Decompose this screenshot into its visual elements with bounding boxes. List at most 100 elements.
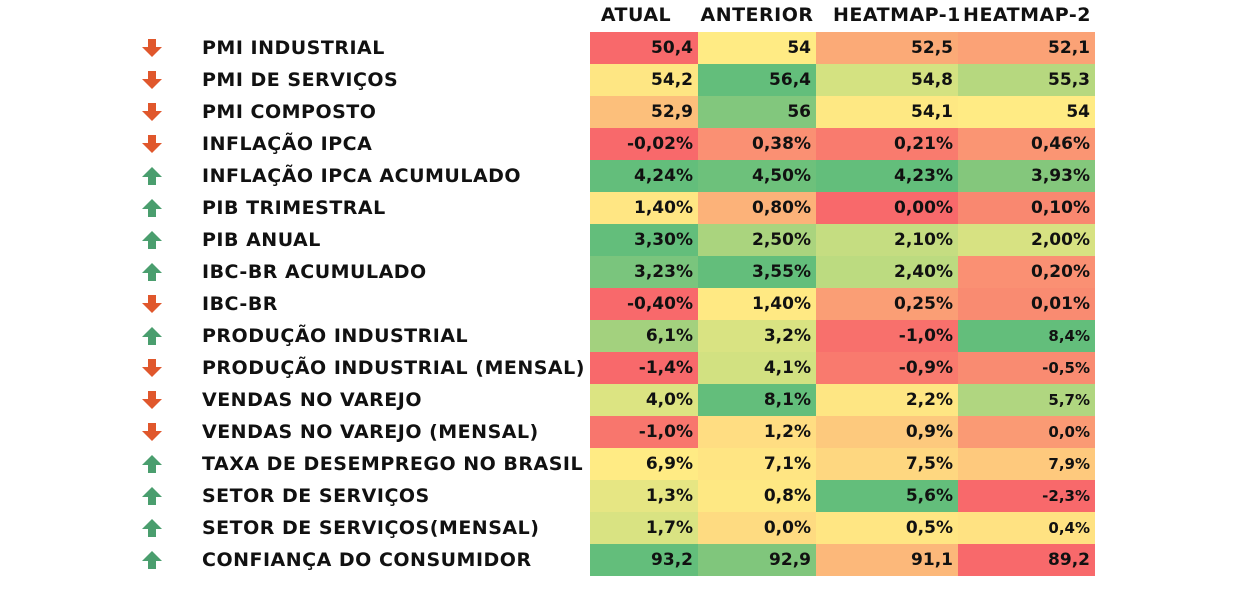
value-cell-anterior: 3,2% xyxy=(698,320,816,352)
value-cell-anterior: 54 xyxy=(698,32,816,64)
indicator-label: PMI INDUSTRIAL xyxy=(202,37,385,59)
indicator-label: SETOR DE SERVIÇOS xyxy=(202,485,430,507)
value-cell-atual: 1,3% xyxy=(590,480,698,512)
value-cell-heatmap-1: 2,10% xyxy=(816,224,958,256)
value-cell-atual: -0,02% xyxy=(590,128,698,160)
value-cell-anterior: 4,50% xyxy=(698,160,816,192)
table-row: SETOR DE SERVIÇOS(MENSAL) 1,7% 0,0% 0,5% 0,4… xyxy=(0,512,1233,544)
arrow-up-icon xyxy=(142,455,162,473)
value-cell-heatmap-1: -0,9% xyxy=(816,352,958,384)
column-header-heatmap-2: HEATMAP-2 xyxy=(963,4,1091,26)
indicator-label: PIB ANUAL xyxy=(202,229,321,251)
arrow-up-icon xyxy=(142,199,162,217)
value-cell-anterior: 3,55% xyxy=(698,256,816,288)
arrow-down-icon xyxy=(142,103,162,121)
value-cell-heatmap-1: 7,5% xyxy=(816,448,958,480)
indicator-label: PMI DE SERVIÇOS xyxy=(202,69,399,91)
value-cell-heatmap-2: -2,3% xyxy=(958,480,1095,512)
indicator-label: VENDAS NO VAREJO xyxy=(202,389,422,411)
arrow-up-icon xyxy=(142,263,162,281)
value-cell-heatmap-2: 89,2 xyxy=(958,544,1095,576)
table-row: VENDAS NO VAREJO 4,0% 8,1% 2,2% 5,7% xyxy=(0,384,1233,416)
arrow-up-icon xyxy=(142,519,162,537)
value-cell-anterior: 8,1% xyxy=(698,384,816,416)
value-cell-atual: 4,0% xyxy=(590,384,698,416)
value-cell-anterior: 1,2% xyxy=(698,416,816,448)
value-cell-heatmap-2: 7,9% xyxy=(958,448,1095,480)
indicator-label: IBC-BR xyxy=(202,293,278,315)
value-cell-atual: 6,1% xyxy=(590,320,698,352)
value-cell-heatmap-2: 0,4% xyxy=(958,512,1095,544)
value-cell-heatmap-1: 2,40% xyxy=(816,256,958,288)
value-cell-heatmap-2: 3,93% xyxy=(958,160,1095,192)
arrow-down-icon xyxy=(142,295,162,313)
value-cell-heatmap-2: 55,3 xyxy=(958,64,1095,96)
value-cell-heatmap-1: 4,23% xyxy=(816,160,958,192)
indicator-label: INFLAÇÃO IPCA ACUMULADO xyxy=(202,165,522,187)
value-cell-heatmap-2: -0,5% xyxy=(958,352,1095,384)
value-cell-heatmap-1: -1,0% xyxy=(816,320,958,352)
value-cell-anterior: 1,40% xyxy=(698,288,816,320)
table-row: INFLAÇÃO IPCA -0,02% 0,38% 0,21% 0,46% xyxy=(0,128,1233,160)
value-cell-heatmap-1: 2,2% xyxy=(816,384,958,416)
arrow-up-icon xyxy=(142,551,162,569)
value-cell-heatmap-1: 54,1 xyxy=(816,96,958,128)
value-cell-heatmap-1: 5,6% xyxy=(816,480,958,512)
value-cell-anterior: 0,8% xyxy=(698,480,816,512)
value-cell-heatmap-2: 0,20% xyxy=(958,256,1095,288)
arrow-down-icon xyxy=(142,71,162,89)
indicator-label: TAXA DE DESEMPREGO NO BRASIL xyxy=(202,453,584,475)
value-cell-anterior: 0,38% xyxy=(698,128,816,160)
table-row: INFLAÇÃO IPCA ACUMULADO 4,24% 4,50% 4,23% 3,… xyxy=(0,160,1233,192)
value-cell-heatmap-1: 0,21% xyxy=(816,128,958,160)
value-cell-atual: 93,2 xyxy=(590,544,698,576)
table-row: CONFIANÇA DO CONSUMIDOR 93,2 92,9 91,1 89,2 xyxy=(0,544,1233,576)
value-cell-heatmap-2: 54 xyxy=(958,96,1095,128)
value-cell-anterior: 56,4 xyxy=(698,64,816,96)
table-row: PRODUÇÃO INDUSTRIAL 6,1% 3,2% -1,0% 8,4% xyxy=(0,320,1233,352)
column-header-anterior: ANTERIOR xyxy=(700,4,814,26)
value-cell-atual: 6,9% xyxy=(590,448,698,480)
table-row: TAXA DE DESEMPREGO NO BRASIL 6,9% 7,1% 7,5%… xyxy=(0,448,1233,480)
indicator-label: VENDAS NO VAREJO (MENSAL) xyxy=(202,421,539,443)
value-cell-heatmap-1: 91,1 xyxy=(816,544,958,576)
column-header-atual: ATUAL xyxy=(600,4,672,26)
arrow-up-icon xyxy=(142,231,162,249)
value-cell-atual: -0,40% xyxy=(590,288,698,320)
value-cell-atual: 52,9 xyxy=(590,96,698,128)
value-cell-atual: 3,30% xyxy=(590,224,698,256)
arrow-down-icon xyxy=(142,391,162,409)
value-cell-heatmap-1: 0,9% xyxy=(816,416,958,448)
table-row: VENDAS NO VAREJO (MENSAL) -1,0% 1,2% 0,9% 0,… xyxy=(0,416,1233,448)
value-cell-anterior: 56 xyxy=(698,96,816,128)
table-row: SETOR DE SERVIÇOS 1,3% 0,8% 5,6% -2,3% xyxy=(0,480,1233,512)
value-cell-atual: 3,23% xyxy=(590,256,698,288)
value-cell-anterior: 4,1% xyxy=(698,352,816,384)
value-cell-heatmap-2: 0,46% xyxy=(958,128,1095,160)
table-row: IBC-BR ACUMULADO 3,23% 3,55% 2,40% 0,20% xyxy=(0,256,1233,288)
value-cell-heatmap-2: 5,7% xyxy=(958,384,1095,416)
indicator-label: PRODUÇÃO INDUSTRIAL xyxy=(202,325,469,347)
value-cell-anterior: 2,50% xyxy=(698,224,816,256)
value-cell-atual: -1,0% xyxy=(590,416,698,448)
value-cell-heatmap-2: 0,0% xyxy=(958,416,1095,448)
arrow-down-icon xyxy=(142,359,162,377)
value-cell-heatmap-2: 2,00% xyxy=(958,224,1095,256)
table-row: PRODUÇÃO INDUSTRIAL (MENSAL) -1,4% 4,1% -0,… xyxy=(0,352,1233,384)
table-row: PIB TRIMESTRAL 1,40% 0,80% 0,00% 0,10% xyxy=(0,192,1233,224)
indicator-label: PRODUÇÃO INDUSTRIAL (MENSAL) xyxy=(202,357,585,379)
arrow-down-icon xyxy=(142,135,162,153)
indicator-label: CONFIANÇA DO CONSUMIDOR xyxy=(202,549,532,571)
value-cell-heatmap-2: 0,01% xyxy=(958,288,1095,320)
arrow-down-icon xyxy=(142,39,162,57)
value-cell-heatmap-2: 0,10% xyxy=(958,192,1095,224)
value-cell-heatmap-1: 0,00% xyxy=(816,192,958,224)
arrow-down-icon xyxy=(142,423,162,441)
value-cell-heatmap-2: 52,1 xyxy=(958,32,1095,64)
value-cell-heatmap-2: 8,4% xyxy=(958,320,1095,352)
table-row: PMI INDUSTRIAL 50,4 54 52,5 52,1 xyxy=(0,32,1233,64)
value-cell-heatmap-1: 54,8 xyxy=(816,64,958,96)
table-row: PMI COMPOSTO 52,9 56 54,1 54 xyxy=(0,96,1233,128)
arrow-up-icon xyxy=(142,167,162,185)
column-header-heatmap-1: HEATMAP-1 xyxy=(833,4,961,26)
